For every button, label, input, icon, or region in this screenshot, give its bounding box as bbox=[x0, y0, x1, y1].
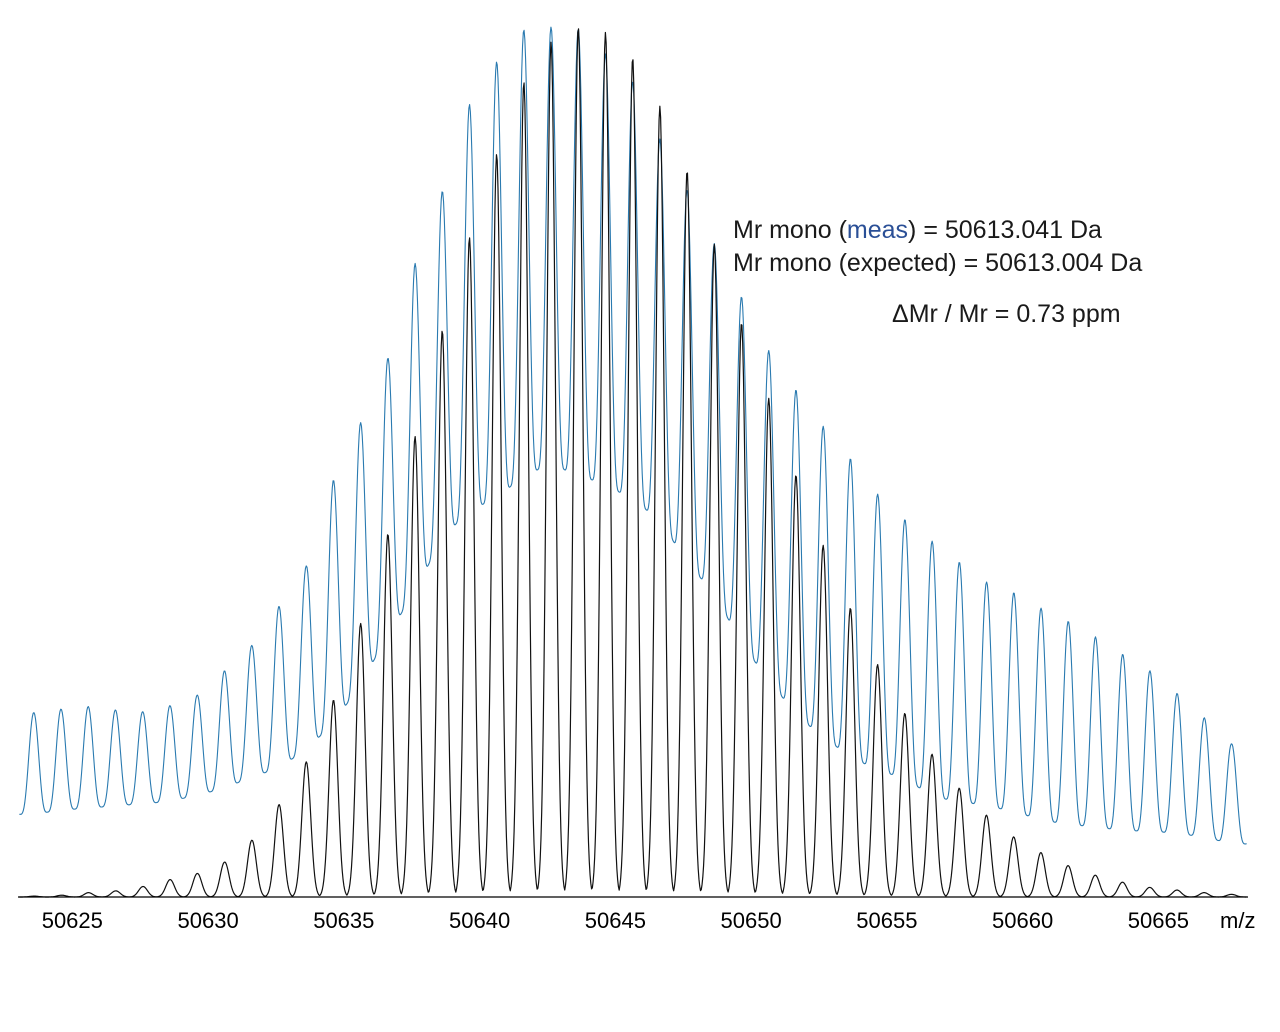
annotation-expected-mass: Mr mono (expected) = 50613.004 Da bbox=[733, 249, 1143, 277]
x-tick-label: 50665 bbox=[1128, 908, 1189, 933]
annotation-meas-word: meas bbox=[846, 216, 909, 244]
x-tick-label: 50660 bbox=[992, 908, 1053, 933]
x-axis-label: m/z bbox=[1220, 908, 1255, 933]
series-line-measured bbox=[19, 26, 1247, 845]
x-tick-label: 50635 bbox=[313, 908, 374, 933]
x-tick-label: 50625 bbox=[42, 908, 103, 933]
x-tick-label: 50650 bbox=[721, 908, 782, 933]
annotation-mass-error: ΔMr / Mr = 0.73 ppm bbox=[892, 300, 1121, 328]
x-tick-label: 50645 bbox=[585, 908, 646, 933]
annotation-suffix: ) = 50613.041 Da bbox=[908, 216, 1102, 244]
annotation-prefix: Mr mono ( bbox=[733, 216, 847, 244]
x-tick-label: 50630 bbox=[178, 908, 239, 933]
annotation-measured-mass: Mr mono (meas) = 50613.041 Da bbox=[733, 216, 1102, 245]
series-line-theoretical bbox=[19, 28, 1247, 898]
x-tick-label: 50655 bbox=[856, 908, 917, 933]
x-tick-label: 50640 bbox=[449, 908, 510, 933]
